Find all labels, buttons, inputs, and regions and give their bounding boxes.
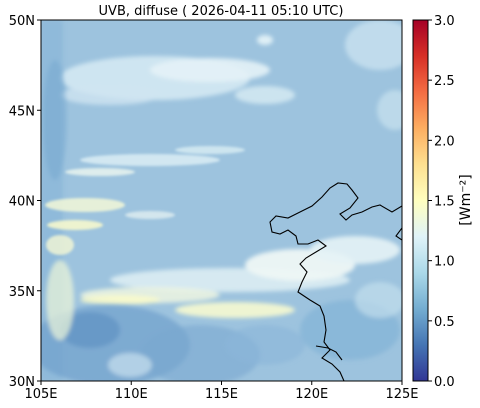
map-title: UVB, diffuse ( 2026-04-11 05:10 UTC) bbox=[99, 4, 344, 19]
x-tick-label: 115E bbox=[205, 387, 238, 402]
colorbar-tick-label: 0.5 bbox=[434, 315, 455, 330]
x-tick-label: 105E bbox=[24, 387, 57, 402]
x-axis: 105E 110E 115E 120E 125E bbox=[24, 381, 419, 402]
x-tick-label: 110E bbox=[115, 387, 148, 402]
colorbar-tick-label: 2.0 bbox=[434, 134, 455, 149]
colorbar-tick-label: 1.5 bbox=[434, 195, 455, 210]
y-tick-label: 35N bbox=[9, 285, 35, 300]
colorbar-tick-label: 1.0 bbox=[434, 255, 455, 270]
colorbar: 0.0 0.5 1.0 1.5 2.0 2.5 3.0 [Wm⁻²] bbox=[412, 14, 474, 390]
map-panel bbox=[40, 19, 403, 382]
uvb-field bbox=[41, 20, 402, 381]
y-axis: 30N 35N 40N 45N 50N bbox=[9, 14, 41, 390]
x-tick-label: 120E bbox=[295, 387, 328, 402]
colorbar-tick-label: 2.5 bbox=[434, 74, 455, 89]
y-tick-label: 50N bbox=[9, 14, 35, 29]
colorbar-ticks: 0.0 0.5 1.0 1.5 2.0 2.5 3.0 bbox=[428, 14, 455, 390]
y-tick-label: 45N bbox=[9, 104, 35, 119]
y-tick-label: 40N bbox=[9, 195, 35, 210]
colorbar-label: [Wm⁻²] bbox=[458, 174, 474, 225]
colorbar-gradient bbox=[412, 19, 429, 382]
colorbar-tick-label: 0.0 bbox=[434, 375, 455, 390]
x-tick-label: 125E bbox=[385, 387, 418, 402]
coastline bbox=[269, 182, 402, 381]
y-tick-label: 30N bbox=[9, 375, 35, 390]
colorbar-tick-label: 3.0 bbox=[434, 14, 455, 29]
